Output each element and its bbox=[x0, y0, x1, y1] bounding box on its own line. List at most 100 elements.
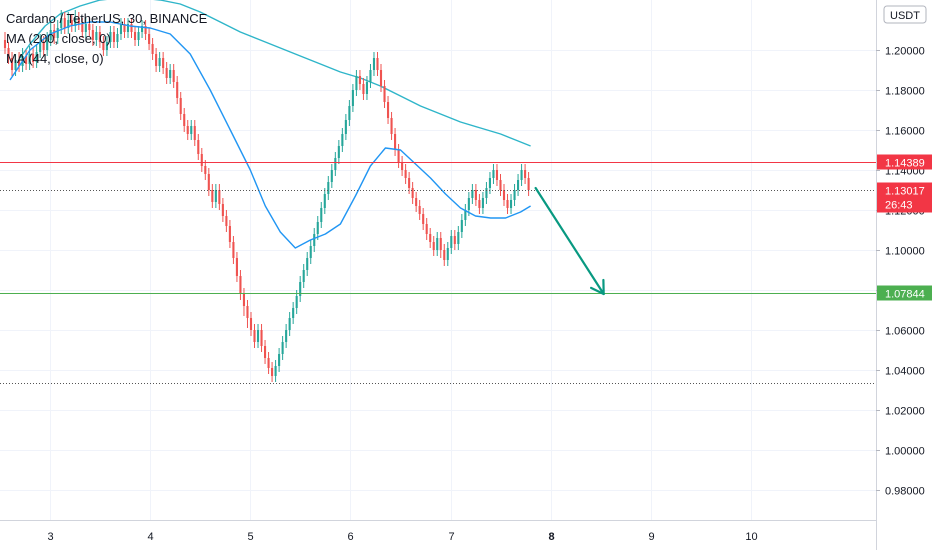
candle-body bbox=[186, 126, 189, 134]
candle-body bbox=[102, 42, 105, 50]
candle-body bbox=[337, 146, 340, 158]
candle-body bbox=[60, 18, 63, 28]
candle-body bbox=[137, 32, 140, 40]
y-tick-label: 1.06000 bbox=[885, 326, 925, 338]
candle-body bbox=[394, 134, 397, 150]
candle-body bbox=[190, 126, 193, 134]
candle-body bbox=[204, 166, 207, 174]
candle-body bbox=[123, 24, 126, 32]
candle-body bbox=[151, 44, 154, 54]
candle-body bbox=[7, 48, 10, 58]
candle-body bbox=[32, 54, 35, 62]
candle-body bbox=[256, 330, 260, 342]
indicator-ma44-label: MA (44, close, 0) bbox=[6, 51, 104, 66]
candle-body bbox=[35, 52, 38, 62]
candle-body bbox=[3, 40, 7, 48]
candle-body bbox=[302, 270, 305, 282]
candle-body bbox=[436, 238, 439, 250]
candle-body bbox=[415, 198, 418, 206]
candle-body bbox=[98, 32, 101, 42]
candle-body bbox=[386, 102, 390, 118]
grid-layer bbox=[0, 0, 876, 520]
currency-badge-box bbox=[883, 5, 927, 24]
candle-body bbox=[218, 190, 221, 204]
candle-body bbox=[358, 76, 361, 84]
legend: Cardano / TetherUS, 30, BINANCE MA (200,… bbox=[6, 11, 208, 66]
candle-body bbox=[474, 190, 477, 200]
candle-body bbox=[263, 346, 267, 358]
candle-body bbox=[207, 174, 210, 190]
candle-body bbox=[295, 296, 298, 308]
candle-body bbox=[119, 24, 123, 34]
candle-body bbox=[425, 224, 428, 234]
candle-body bbox=[169, 70, 172, 78]
price-level-label: 1.07844 bbox=[885, 289, 925, 301]
indicator-ma200-label: MA (200, close, 0) bbox=[6, 31, 111, 46]
candle-body bbox=[249, 318, 253, 330]
candle-body bbox=[418, 206, 421, 214]
candle-body bbox=[450, 236, 453, 248]
candle-body bbox=[401, 162, 404, 170]
candle-body bbox=[274, 366, 277, 376]
candle-body bbox=[351, 90, 354, 106]
candle-body bbox=[235, 258, 238, 276]
candle-body bbox=[46, 40, 49, 50]
candle-body bbox=[460, 220, 463, 232]
candle-body bbox=[228, 226, 231, 242]
candle-body bbox=[513, 190, 516, 200]
x-tick-label: 4 bbox=[147, 531, 153, 543]
candle-body bbox=[408, 178, 411, 188]
candle-body bbox=[390, 118, 393, 134]
x-tick-label: 7 bbox=[448, 531, 454, 543]
candle-body bbox=[109, 32, 112, 42]
candle-body bbox=[281, 342, 284, 354]
candle-body bbox=[67, 20, 70, 28]
candle-body bbox=[14, 60, 17, 70]
candle-body bbox=[446, 248, 449, 260]
candle-body bbox=[74, 18, 77, 26]
candle-body bbox=[162, 58, 165, 68]
candle-body bbox=[91, 30, 94, 40]
candle-body bbox=[172, 70, 175, 82]
y-tick-label: 1.10000 bbox=[885, 246, 925, 258]
candle-body bbox=[158, 58, 161, 66]
ma200-line bbox=[19, 0, 531, 147]
candle-body bbox=[453, 236, 456, 244]
candle-body bbox=[376, 58, 379, 70]
candle-body bbox=[292, 308, 295, 318]
candle-body bbox=[457, 232, 460, 244]
candle-body bbox=[10, 58, 14, 70]
candle-body bbox=[211, 190, 214, 202]
candle-body bbox=[144, 26, 147, 34]
candle-body bbox=[506, 200, 509, 208]
y-tick-label: 1.00000 bbox=[885, 446, 925, 458]
forecast-arrow bbox=[534, 186, 605, 296]
candle-body bbox=[464, 210, 467, 220]
candle-body bbox=[70, 20, 73, 26]
candle-body bbox=[379, 70, 383, 86]
candle-body bbox=[133, 32, 137, 40]
candle-body bbox=[221, 204, 224, 216]
candle-body bbox=[509, 200, 513, 208]
candle-body bbox=[18, 60, 21, 66]
candle-body bbox=[77, 18, 80, 24]
levels-layer: 1.14389 1.07844 1.13017 26:43 bbox=[0, 154, 932, 384]
candle-body bbox=[330, 170, 333, 182]
candle-body bbox=[411, 188, 414, 198]
candle-body bbox=[334, 158, 337, 170]
currency-badge[interactable]: USDT bbox=[883, 5, 927, 24]
candle-body bbox=[232, 242, 235, 258]
candle-body bbox=[429, 234, 432, 242]
candle-body bbox=[397, 150, 400, 162]
candle-body bbox=[239, 276, 242, 294]
candle-body bbox=[341, 134, 344, 146]
x-tick-label: 10 bbox=[745, 531, 757, 543]
candle-body bbox=[323, 194, 326, 208]
countdown-label: 26:43 bbox=[885, 200, 913, 212]
candle-body bbox=[404, 170, 407, 178]
price-level-label: 1.13017 bbox=[885, 186, 925, 198]
candle-body bbox=[355, 76, 358, 90]
candle-body bbox=[176, 82, 179, 98]
